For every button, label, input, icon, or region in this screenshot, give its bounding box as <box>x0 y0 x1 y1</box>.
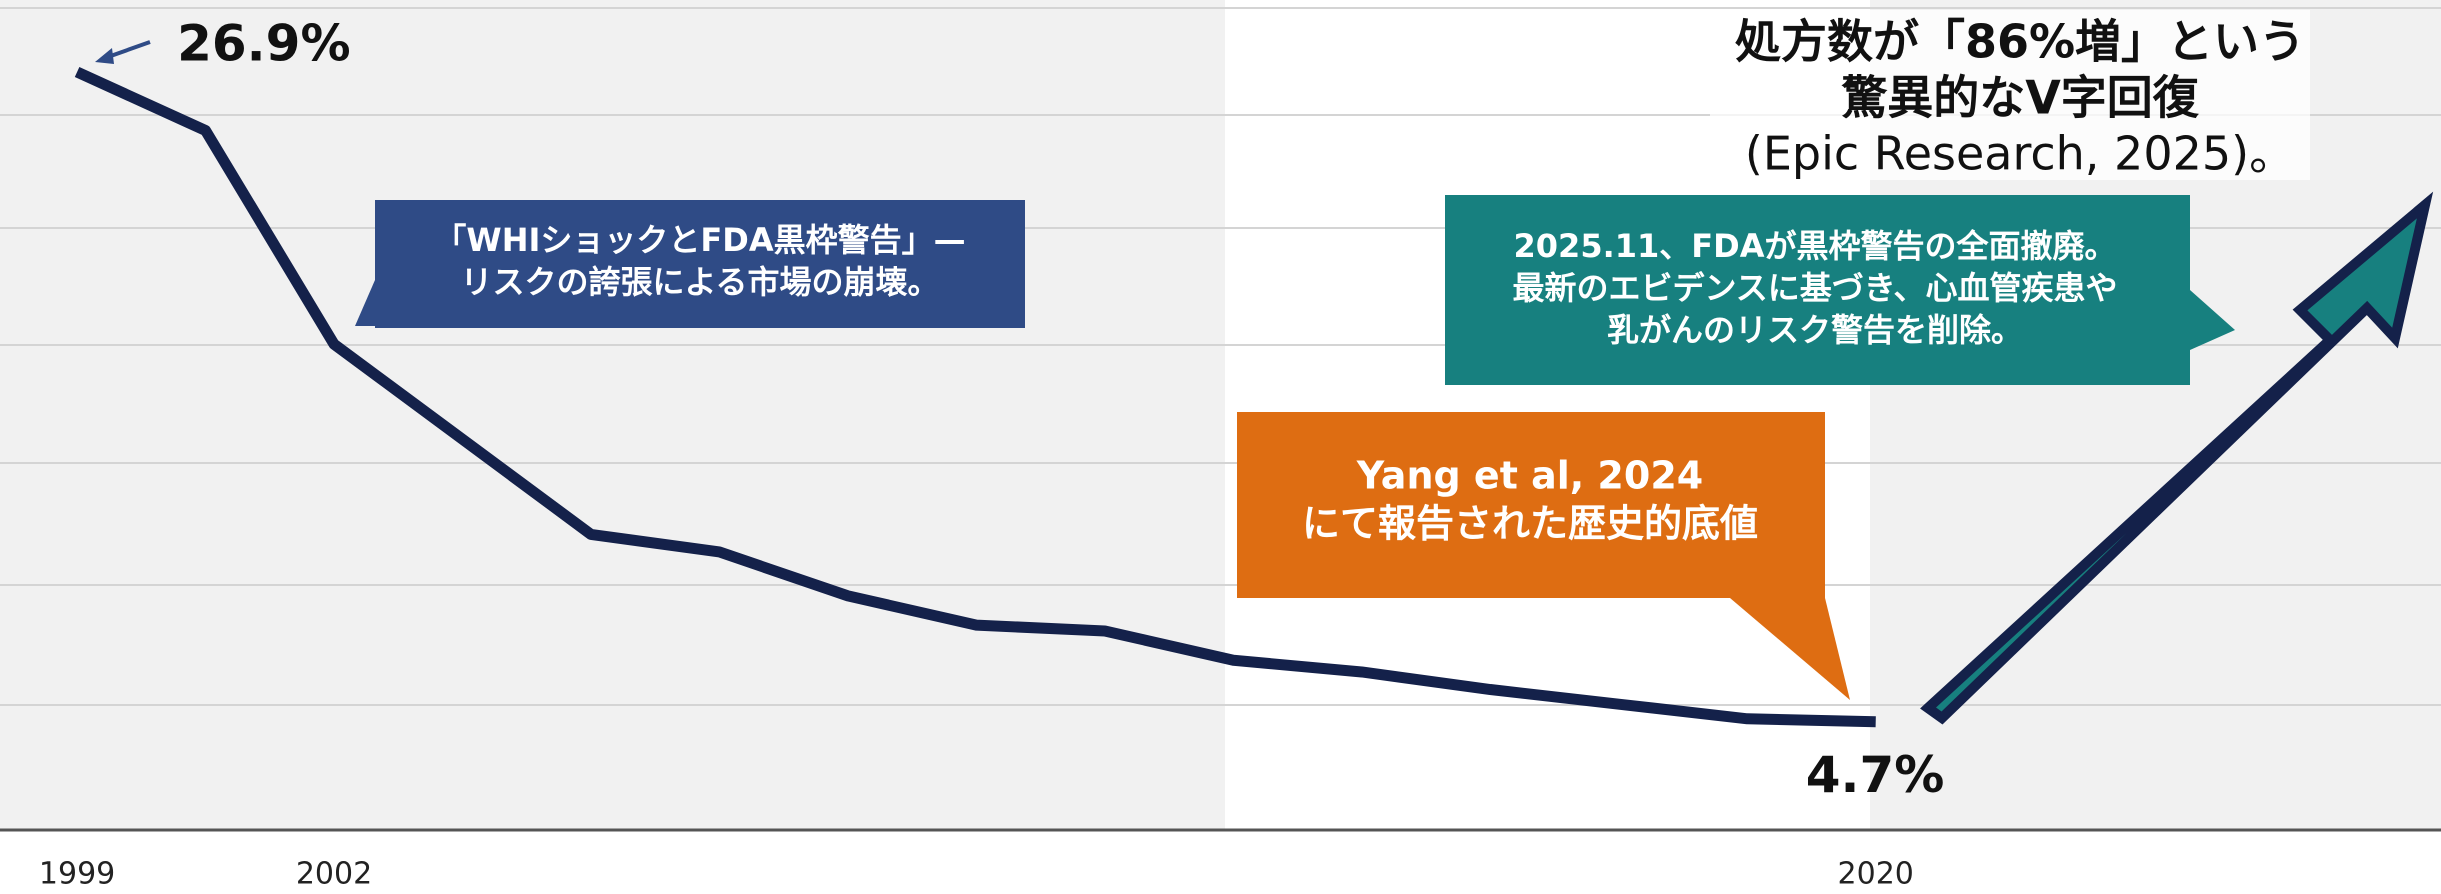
callout-pointer <box>1730 598 1850 700</box>
headline: 処方数が「86%増」という <box>1735 15 2305 69</box>
headline: 驚異的なV字回復 <box>1841 71 2200 125</box>
pointer-arrowhead <box>95 48 114 64</box>
callout-text: 乳がんのリスク警告を削除。 <box>1607 311 2023 349</box>
callout-box <box>1237 412 1825 598</box>
x-tick-label: 1999 <box>39 857 115 892</box>
callout-text: にて報告された歴史的底値 <box>1302 502 1758 546</box>
annotations: 「WHIショックとFDA黒枠警告」— リスクの誇張による市場の崩壊。 2025.11… <box>355 10 2310 700</box>
callout-text: 最新のエビデンスに基づき、心血管疾患や <box>1512 269 2117 307</box>
x-tick-label: 2002 <box>296 857 372 892</box>
title-backdrop <box>1710 10 2310 180</box>
value-label: 26.9% <box>177 14 350 72</box>
callout-text: リスクの誇張による市場の崩壊。 <box>460 263 939 301</box>
value-label: 4.7% <box>1806 746 1945 804</box>
line <box>74 66 1876 728</box>
callout-text: 2025.11、FDAが黒枠警告の全面撤廃。 <box>1514 227 2117 265</box>
callout-text: Yang et al, 2024 <box>1356 454 1703 498</box>
callout-pointer <box>2190 290 2235 350</box>
x-tick-label: 2020 <box>1838 857 1914 892</box>
recovery-arrow <box>1920 191 2434 725</box>
callout-box <box>1445 195 2190 385</box>
callout-text: 「WHIショックとFDA黒枠警告」— <box>434 221 965 259</box>
headline: (Epic Research, 2025)。 <box>1745 127 2295 181</box>
callout-box <box>375 200 1025 328</box>
